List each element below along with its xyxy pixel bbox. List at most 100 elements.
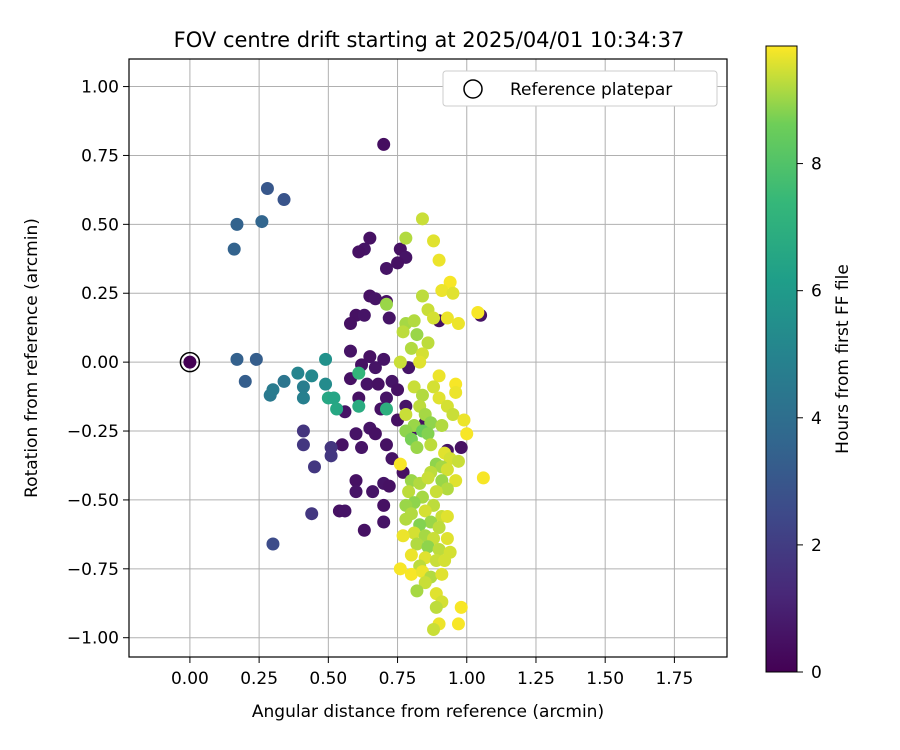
data-point — [183, 355, 197, 369]
reference-marker — [179, 351, 201, 373]
data-point — [379, 391, 393, 405]
data-point — [435, 567, 449, 581]
data-point — [227, 242, 241, 256]
colorbar-ticks: 0 2 4 6 8 — [797, 155, 822, 683]
x-axis-ticks: 0.00 0.25 0.50 0.75 1.00 1.25 1.50 1.75 — [171, 657, 693, 689]
x-tick-label: 0.00 — [171, 669, 209, 689]
y-tick-label: −0.25 — [67, 422, 119, 442]
data-point — [410, 537, 424, 551]
grid — [129, 59, 727, 657]
data-point — [366, 485, 380, 499]
colorbar-tick-label: 2 — [811, 536, 822, 556]
data-point — [410, 584, 424, 598]
data-point — [379, 402, 393, 416]
data-point — [349, 485, 363, 499]
data-point — [451, 454, 465, 468]
y-axis-ticks: 1.00 0.75 0.50 0.25 0.00 −0.25 −0.50 −0.75 −1.00 — [67, 78, 129, 649]
data-point — [432, 520, 446, 534]
data-point — [338, 504, 352, 518]
legend-marker-icon — [463, 79, 483, 99]
data-point — [404, 548, 418, 562]
data-point — [266, 537, 280, 551]
data-point — [352, 245, 366, 259]
data-point — [391, 256, 405, 270]
x-tick-label: 0.25 — [240, 669, 278, 689]
y-tick-label: 0.00 — [81, 353, 119, 373]
data-point — [410, 328, 424, 342]
data-point — [296, 424, 310, 438]
y-tick-label: 0.75 — [81, 146, 119, 166]
data-point — [357, 308, 371, 322]
data-point — [432, 253, 446, 267]
data-point — [438, 554, 452, 568]
x-tick-label: 0.50 — [309, 669, 347, 689]
colorbar: 0 2 4 6 8 Hours from first FF file — [765, 45, 853, 683]
data-point — [343, 317, 357, 331]
data-point — [363, 231, 377, 245]
data-point — [457, 413, 471, 427]
data-point — [393, 457, 407, 471]
legend-box — [442, 70, 718, 107]
data-point — [451, 317, 465, 331]
data-point — [407, 314, 421, 328]
data-point — [277, 193, 291, 207]
y-tick-label: −0.75 — [67, 560, 119, 580]
data-point — [349, 427, 363, 441]
data-point — [427, 311, 441, 325]
data-point — [440, 463, 454, 477]
data-point — [421, 540, 435, 554]
data-point — [260, 182, 274, 196]
data-point — [424, 438, 438, 452]
data-point — [418, 576, 432, 590]
data-point — [446, 407, 460, 421]
data-point — [255, 215, 269, 229]
data-point — [404, 567, 418, 581]
data-point — [377, 137, 391, 151]
data-point — [352, 366, 366, 380]
data-point — [360, 377, 374, 391]
data-point — [415, 289, 429, 303]
data-point — [324, 449, 338, 463]
data-point — [432, 391, 446, 405]
data-point — [399, 407, 413, 421]
x-tick-label: 1.50 — [586, 669, 624, 689]
data-point — [391, 383, 405, 397]
data-point — [291, 366, 305, 380]
data-point — [368, 292, 382, 306]
colorbar-label: Hours from first FF file — [833, 264, 853, 454]
data-point — [277, 374, 291, 388]
y-tick-label: −0.50 — [67, 491, 119, 511]
data-point — [415, 212, 429, 226]
data-point — [379, 438, 393, 452]
data-point — [476, 471, 490, 485]
data-point — [410, 441, 424, 455]
data-point — [427, 234, 441, 248]
plot-frame — [128, 58, 728, 658]
data-point — [415, 388, 429, 402]
data-point — [427, 380, 441, 394]
colorbar-tick-label: 8 — [811, 155, 822, 175]
data-point — [402, 485, 416, 499]
data-point — [413, 355, 427, 369]
data-point — [432, 543, 446, 557]
data-point — [460, 427, 474, 441]
data-point — [305, 369, 319, 383]
legend-label: Reference platepar — [510, 80, 672, 100]
data-point — [440, 532, 454, 546]
data-point — [404, 341, 418, 355]
reference-platepar-marker — [179, 351, 201, 373]
data-point — [443, 275, 457, 289]
data-point — [396, 325, 410, 339]
data-point — [399, 231, 413, 245]
data-point — [319, 377, 333, 391]
data-point — [407, 526, 421, 540]
data-point — [296, 391, 310, 405]
data-point — [230, 217, 244, 231]
x-tick-label: 1.00 — [448, 669, 486, 689]
data-point — [379, 297, 393, 311]
data-point — [382, 311, 396, 325]
data-point — [377, 515, 391, 529]
chart-title: FOV centre drift starting at 2025/04/01 … — [174, 28, 685, 52]
data-point — [363, 350, 377, 364]
